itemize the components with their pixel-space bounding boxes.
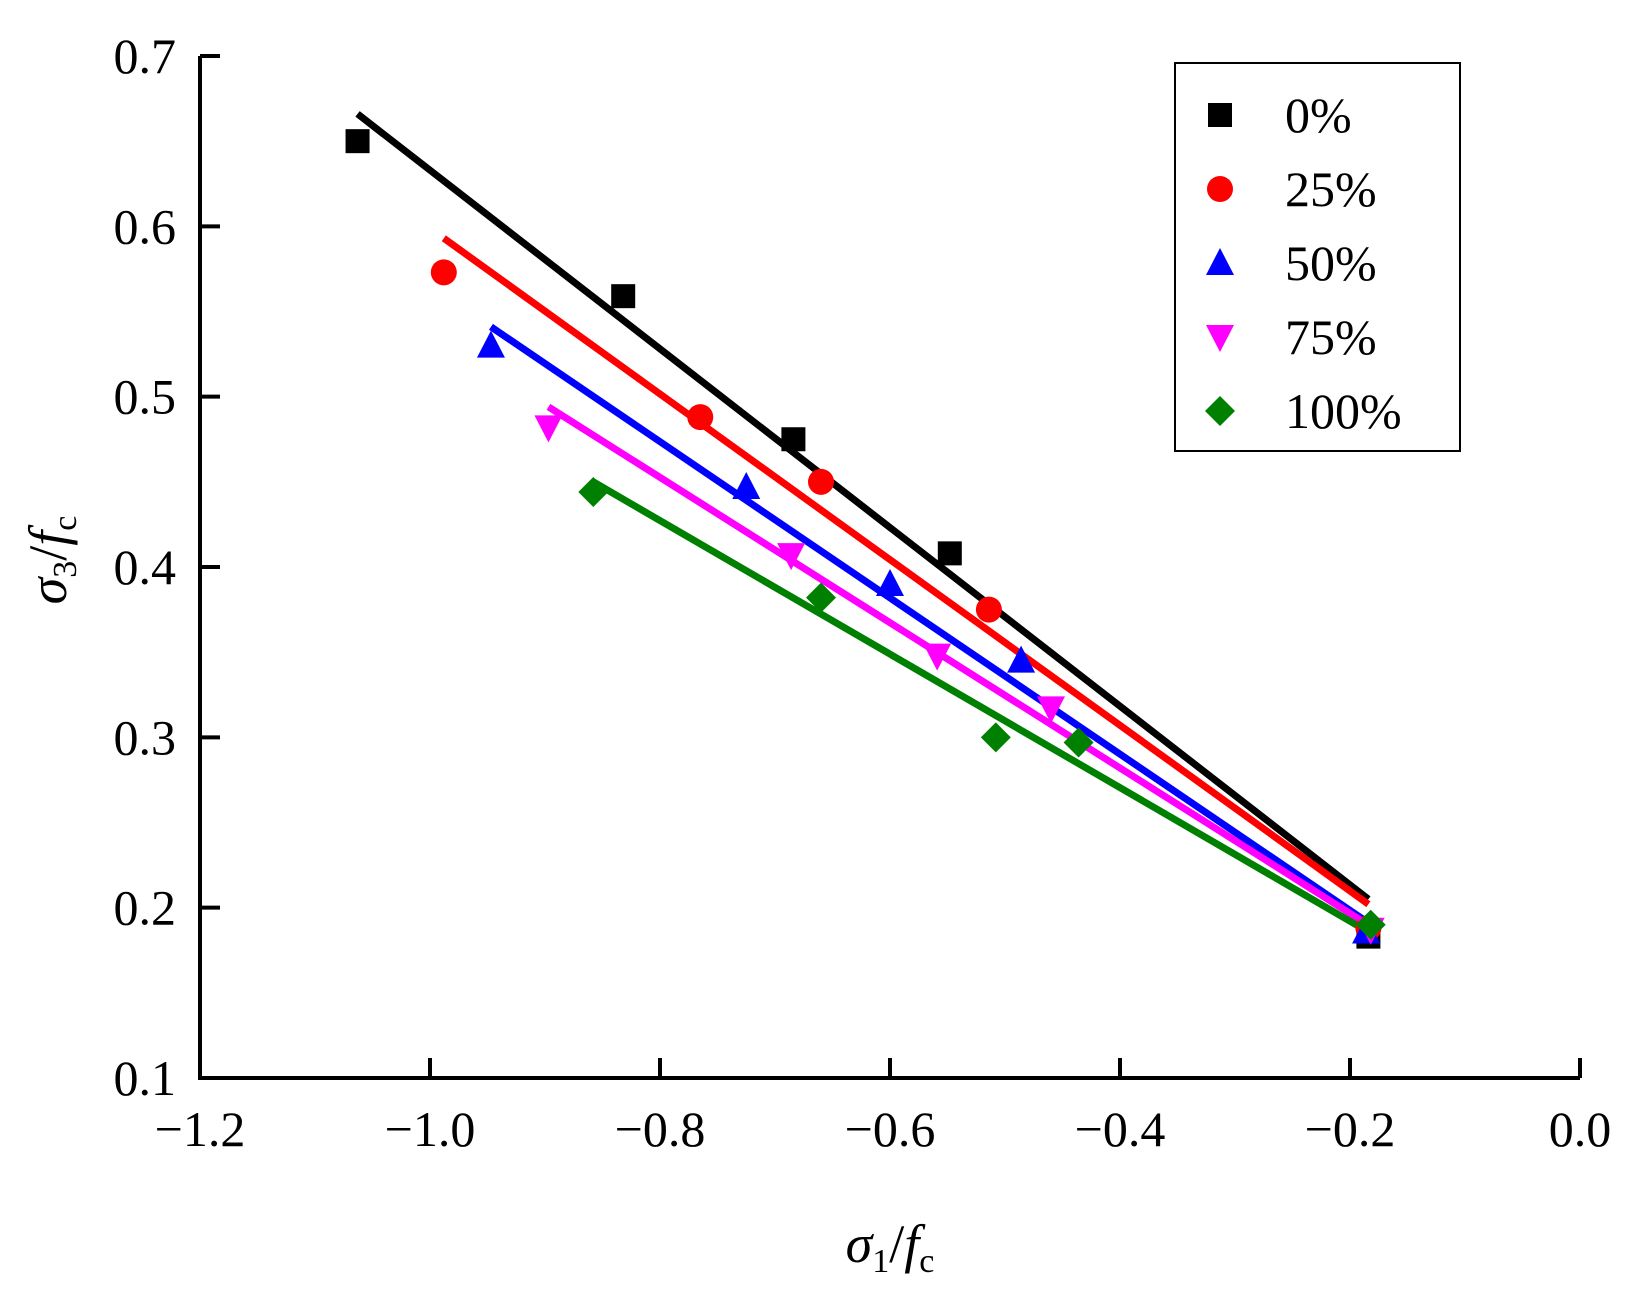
- legend-label: 100%: [1285, 383, 1402, 439]
- data-point-25pct: [430, 259, 457, 286]
- y-tick-label: 0.6: [114, 198, 177, 254]
- legend-label: 25%: [1285, 161, 1377, 217]
- data-point-75pct: [534, 415, 563, 443]
- y-tick-label: 0.7: [114, 28, 177, 84]
- y-tick-label: 0.2: [114, 880, 177, 936]
- fit-line-100pct: [591, 478, 1373, 937]
- data-point-0pct: [781, 427, 806, 452]
- x-tick-label: −1.2: [155, 1101, 246, 1157]
- x-tick-label: −0.2: [1305, 1101, 1396, 1157]
- fit-line-0pct: [355, 111, 1371, 902]
- y-tick-label: 0.1: [114, 1050, 177, 1106]
- y-tick-label: 0.3: [114, 709, 177, 765]
- data-point-75pct: [1037, 696, 1065, 724]
- fit-lines: [355, 111, 1373, 937]
- axes: −1.2 −1.0 −0.8 −0.6 −0.4 −0.2 0.0 0.1 0.2 0.3 0.4 0…: [114, 28, 1612, 1157]
- data-point-0pct: [937, 541, 962, 566]
- data-point-50pct: [1007, 645, 1036, 673]
- x-tick-label: −0.8: [615, 1101, 706, 1157]
- data-point-0pct: [345, 129, 370, 154]
- fit-line-50pct: [488, 323, 1369, 925]
- y-tick-label: 0.4: [114, 539, 177, 595]
- data-points: [345, 129, 1386, 949]
- legend-marker-100pct: [1205, 396, 1235, 426]
- y-axis-title: σ3/fc: [18, 516, 84, 605]
- data-point-100pct: [1355, 909, 1386, 940]
- data-point-0pct: [611, 284, 636, 309]
- legend-marker-75pct: [1206, 325, 1234, 352]
- legend-marker-25pct: [1207, 176, 1233, 202]
- fit-line-25pct: [441, 235, 1371, 908]
- y-tick-label: 0.5: [114, 369, 177, 425]
- data-point-100pct: [1063, 727, 1094, 758]
- x-tick-label: 0.0: [1549, 1101, 1612, 1157]
- legend-marker-0pct: [1208, 103, 1232, 127]
- fit-line-75pct: [546, 403, 1373, 930]
- data-point-50pct: [476, 330, 505, 358]
- x-axis-title: σ1/fc: [846, 1214, 935, 1280]
- legend-marker-50pct: [1206, 248, 1234, 275]
- legend-label: 50%: [1285, 235, 1377, 291]
- legend-label: 75%: [1285, 309, 1377, 365]
- data-point-50pct: [732, 471, 761, 499]
- x-tick-label: −1.0: [385, 1101, 476, 1157]
- x-tick-label: −0.6: [845, 1101, 936, 1157]
- x-tick-label: −0.4: [1075, 1101, 1166, 1157]
- data-point-75pct: [923, 643, 952, 671]
- data-point-75pct: [777, 543, 806, 571]
- data-point-25pct: [975, 596, 1002, 623]
- data-point-100pct: [980, 722, 1011, 753]
- data-point-100pct: [578, 477, 609, 508]
- legend: 0% 25% 50% 75% 100%: [1174, 62, 1461, 452]
- legend-label: 0%: [1285, 87, 1352, 143]
- data-point-100pct: [806, 582, 836, 613]
- data-point-25pct: [687, 404, 714, 431]
- data-point-50pct: [876, 569, 904, 597]
- data-point-25pct: [808, 468, 834, 495]
